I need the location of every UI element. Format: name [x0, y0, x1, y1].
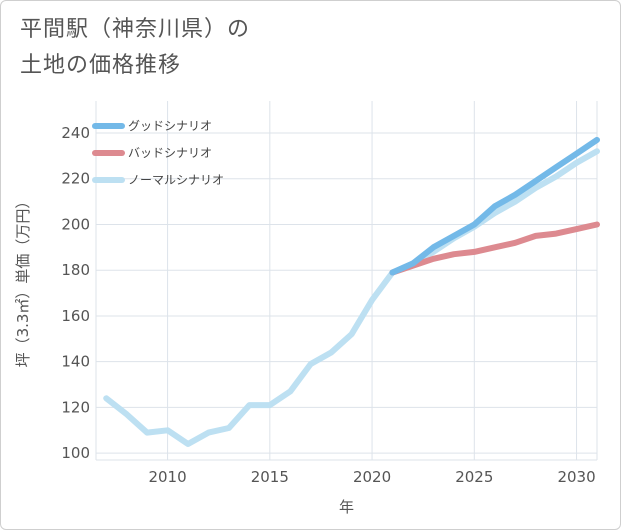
legend-label: グッドシナリオ [128, 119, 212, 133]
y-tick-label: 120 [61, 398, 90, 416]
y-tick-label: 160 [61, 307, 90, 325]
series-line-2 [103, 148, 600, 447]
y-axis-label: 坪（3.3㎡）単価（万円） [14, 194, 32, 368]
plot-area [103, 136, 600, 447]
y-tick-label: 200 [61, 215, 90, 233]
title-line-1: 平間駅（神奈川県）の [20, 17, 251, 42]
x-tick-label: 2015 [251, 468, 289, 486]
y-tick-label: 220 [61, 170, 90, 188]
x-tick-label: 2025 [455, 468, 493, 486]
chart-title: 平間駅（神奈川県）の 土地の価格推移 [20, 12, 250, 84]
series-line-0 [389, 136, 600, 276]
x-axis-label: 年 [339, 498, 354, 516]
y-axis-ticks: 100 120 140 160 180 200 220 240 [61, 124, 90, 462]
x-tick-label: 2010 [148, 468, 186, 486]
y-tick-label: 240 [61, 124, 90, 142]
x-tick-label: 2020 [353, 468, 391, 486]
y-tick-label: 100 [61, 444, 90, 462]
x-tick-label: 2030 [557, 468, 595, 486]
series-line-1 [389, 221, 600, 276]
x-axis-ticks: 2010 2015 2020 2025 2030 [148, 468, 595, 486]
legend-label: ノーマルシナリオ [128, 173, 224, 187]
legend-label: バッドシナリオ [128, 146, 212, 160]
y-tick-label: 180 [61, 261, 90, 279]
y-tick-label: 140 [61, 353, 90, 371]
title-line-2: 土地の価格推移 [20, 53, 182, 78]
grid-lines [95, 101, 598, 461]
